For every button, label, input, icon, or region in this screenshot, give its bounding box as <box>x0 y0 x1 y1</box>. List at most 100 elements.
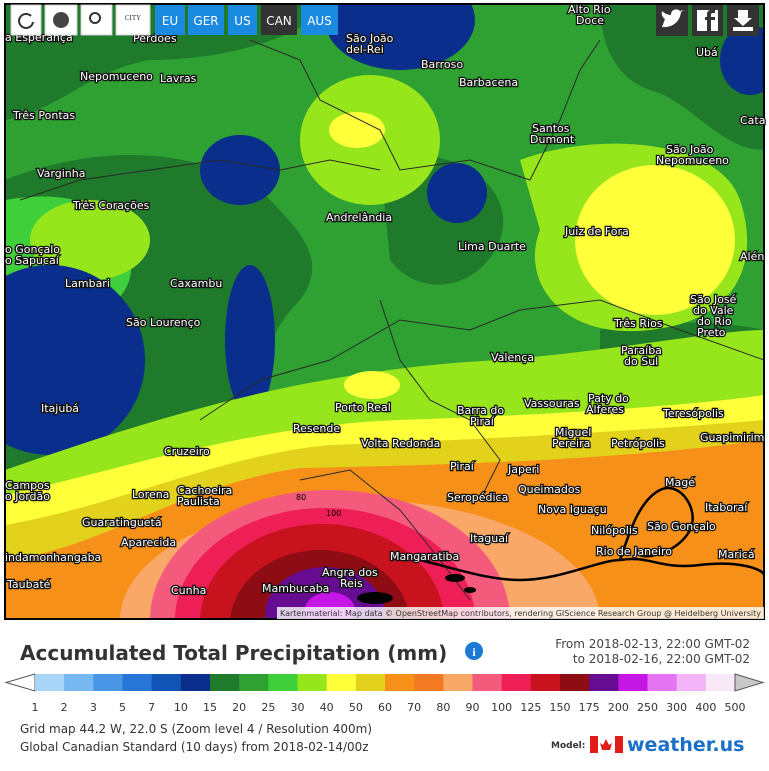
city-label: São João <box>346 32 394 45</box>
city-button-label: CITY <box>125 14 141 22</box>
legend-swatch <box>705 674 736 691</box>
city-label: Barroso <box>421 58 463 71</box>
city-label: Itaboraí <box>705 501 748 514</box>
date-from: From 2018-02-13, 22:00 GMT-02 <box>555 637 750 651</box>
city-label: Ubá <box>696 46 718 59</box>
city-label: Japeri <box>507 463 539 476</box>
city-label: Dumont <box>530 133 575 146</box>
city-label: indamonhangaba <box>5 551 101 564</box>
twitter-icon <box>661 9 684 28</box>
panel-title: Accumulated Total Precipitation (mm) <box>20 641 447 665</box>
city-label: Lorena <box>132 488 169 501</box>
city-label: Lima Duarte <box>458 240 526 253</box>
city-label: Vassouras <box>524 397 580 410</box>
share <box>656 5 759 36</box>
region-button[interactable] <box>188 5 224 35</box>
legend-swatch <box>676 674 707 691</box>
city-label: Cata <box>740 114 765 127</box>
region-button[interactable] <box>155 5 185 35</box>
city-label: Mangaratiba <box>390 550 459 563</box>
city-label: Varginha <box>37 167 85 180</box>
region-button[interactable] <box>261 5 297 35</box>
legend-label: 500 <box>725 701 746 714</box>
legend-swatch <box>385 674 415 691</box>
city-label: do Vale <box>693 304 734 317</box>
borders <box>19 39 764 601</box>
region-button[interactable] <box>301 5 338 35</box>
zoom-button[interactable] <box>80 4 113 36</box>
city-label: Juiz de Fora <box>564 225 629 238</box>
city-label: São José <box>690 293 737 306</box>
city-label: Campos <box>5 479 50 492</box>
legend-label: 250 <box>637 701 658 714</box>
city-label: Alén <box>740 250 764 263</box>
legend-swatch <box>355 674 386 691</box>
city-label: Porto Real <box>335 401 391 414</box>
canada-flag <box>590 736 623 753</box>
city-label: Itaguaí <box>470 532 509 545</box>
legend-label: 50 <box>349 701 363 714</box>
legend-label: 3 <box>90 701 97 714</box>
legend-label: 60 <box>378 701 392 714</box>
model-info: Global Canadian Standard (10 days) from … <box>20 740 369 754</box>
city-label: del-Rei <box>346 43 384 56</box>
legend-swatch <box>501 674 532 691</box>
legend-swatch <box>93 674 123 691</box>
city-label: Três Pontas <box>12 109 75 122</box>
region-buttons: EU GER US CAN AUS <box>155 5 338 35</box>
toolbar: CITY <box>10 4 151 36</box>
legend-swatch <box>297 674 328 691</box>
contour-label: 80 <box>296 493 306 502</box>
city-label: o Sapucaí <box>5 254 60 267</box>
city-label: Lambari <box>65 277 110 290</box>
reload-button[interactable] <box>10 4 42 36</box>
info-icon: i <box>472 645 476 659</box>
city-button[interactable] <box>115 4 151 36</box>
city-label: Paraíba <box>621 344 662 357</box>
region-button[interactable] <box>228 5 257 35</box>
city-label: Nova Iguaçu <box>538 503 607 516</box>
city-label: Reis <box>340 577 363 590</box>
legend-label: 1 <box>32 701 39 714</box>
attribution: Kartenmaterial: Map data © OpenStreetMap… <box>280 609 761 618</box>
region-button-label: AUS <box>307 14 332 28</box>
city-label: Alferes <box>586 403 624 416</box>
city-label: Guapimirim <box>700 431 764 444</box>
city-label: Barra do <box>457 404 504 417</box>
legend-swatch <box>589 674 619 691</box>
legend-swatch <box>210 674 240 691</box>
brand: weather.us <box>627 734 744 756</box>
city-label: Magé <box>665 476 695 489</box>
city-label: Andrelândia <box>326 211 392 224</box>
legend-swatch <box>268 674 298 691</box>
city-label: Alto Rio <box>568 3 611 16</box>
coastline <box>419 486 764 582</box>
city-label: Três Corações <box>72 199 150 212</box>
legend-swatch <box>443 674 473 691</box>
contour-label: 100 <box>326 509 341 518</box>
legend-label: 25 <box>261 701 275 714</box>
city-label: Volta Redonda <box>361 437 440 450</box>
city-label: Paty do <box>588 392 629 405</box>
city-label: Nepomuceno <box>656 154 729 167</box>
legend-swatch <box>414 674 444 691</box>
legend-label: 20 <box>232 701 246 714</box>
globe-icon <box>53 12 69 28</box>
city-label: Mambucaba <box>262 582 329 595</box>
legend-label: 5 <box>119 701 126 714</box>
info-button[interactable] <box>465 642 483 660</box>
city-label: o Gonçalo <box>5 243 60 256</box>
legend-label: 175 <box>579 701 600 714</box>
city-label: Queimados <box>518 483 581 496</box>
city-label: São Gonçalo <box>647 520 716 533</box>
legend-swatch <box>560 674 590 691</box>
city-label: Pereira <box>552 437 590 450</box>
city-label: Angra dos <box>322 566 378 579</box>
city-label: Itajubá <box>41 402 79 415</box>
city-label: Preto <box>697 326 726 339</box>
legend-swatch <box>472 674 503 691</box>
city-label: Rio de Janeiro <box>596 545 672 558</box>
city-label: Taubaté <box>6 578 51 591</box>
legend-swatch <box>151 674 182 691</box>
